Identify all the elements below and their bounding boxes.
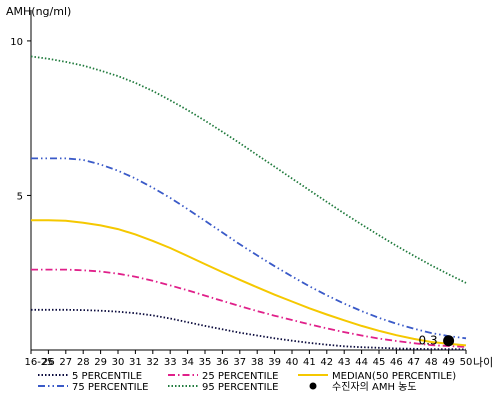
x-tick-label: 40: [286, 357, 299, 368]
x-tick-label: 37: [233, 357, 246, 368]
y-ticks: 5 10: [10, 37, 31, 202]
x-tick-label: 33: [164, 357, 177, 368]
legend-label-6: 수진자의 AMH 농도: [332, 381, 417, 393]
x-tick-label: 50: [460, 357, 473, 368]
series-line-3: [31, 219, 467, 347]
x-tick-label: 48: [425, 357, 438, 368]
x-tick-label: 47: [407, 357, 420, 368]
x-tick-label: 28: [77, 357, 90, 368]
series-line-5: [30, 55, 467, 284]
series-line-2: [31, 268, 467, 348]
x-tick-label: 49: [442, 357, 455, 368]
y-axis-title: AMH(ng/ml): [6, 5, 71, 18]
x-tick-label: 43: [338, 357, 351, 368]
patient-point-layer: 0.3: [419, 334, 455, 348]
x-tick-label: 39: [268, 357, 281, 368]
legend-label-2: 25 PERCENTILE: [202, 371, 278, 382]
x-tick-label: 36: [216, 357, 229, 368]
x-tick-label: 26: [42, 357, 55, 368]
y-tick-label: 10: [10, 37, 23, 48]
x-tick-label: 41: [303, 357, 316, 368]
x-tick-label: 30: [112, 357, 125, 368]
patient-amh-point: [443, 335, 455, 347]
y-tick-label: 5: [17, 191, 23, 202]
x-tick-label: 35: [199, 357, 212, 368]
series-line-4: [31, 157, 467, 340]
legend-swatch-6: [309, 382, 317, 390]
x-tick-label: 38: [251, 357, 264, 368]
legend-label-3: MEDIAN(50 PERCENTILE): [332, 371, 456, 382]
series-line-1: [31, 308, 467, 351]
x-tick-label: 46: [390, 357, 403, 368]
x-tick-label: 27: [59, 357, 72, 368]
patient-amh-value-label: 0.3: [419, 334, 438, 348]
x-tick-label: 45: [373, 357, 386, 368]
x-axis-title: 나이: [473, 356, 493, 369]
x-tick-label: 16-25: [24, 357, 53, 368]
x-tick-label: 29: [94, 357, 107, 368]
legend-label-1: 5 PERCENTILE: [72, 371, 142, 382]
legend-label-4: 75 PERCENTILE: [72, 382, 148, 393]
x-tick-label: 32: [146, 357, 159, 368]
series-layer: [30, 55, 467, 351]
legend-label-5: 95 PERCENTILE: [202, 382, 278, 393]
x-tick-label: 42: [320, 357, 333, 368]
x-tick-label: 44: [355, 357, 368, 368]
x-tick-label: 31: [129, 357, 142, 368]
legend: 5 PERCENTILE 25 PERCENTILE MEDIAN(50 PERCE…: [38, 371, 456, 393]
x-tick-label: 34: [181, 357, 194, 368]
